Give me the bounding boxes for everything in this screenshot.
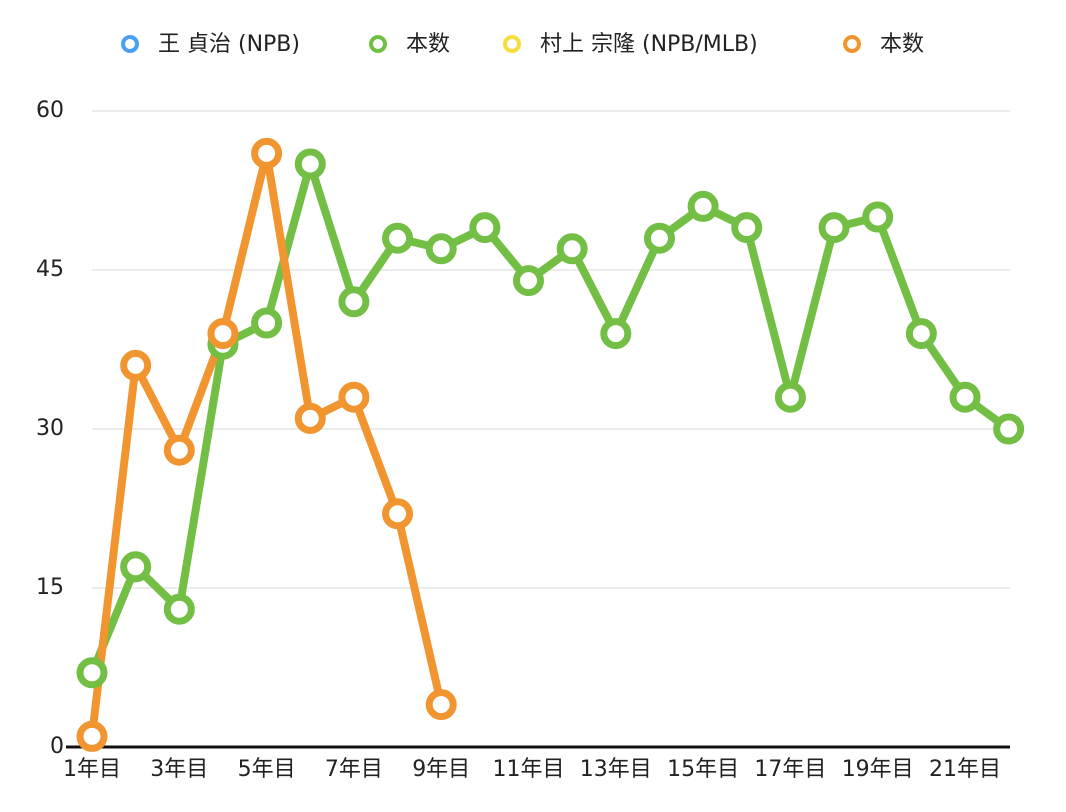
data-point xyxy=(251,137,283,169)
legend-marker xyxy=(369,35,387,53)
y-tick-label: 60 xyxy=(36,98,64,123)
legend-label: 王 貞治 (NPB) xyxy=(158,32,300,57)
data-point xyxy=(643,222,675,254)
data-point xyxy=(382,222,414,254)
data-point xyxy=(338,286,370,318)
legend-marker xyxy=(843,35,861,53)
data-point xyxy=(294,402,326,434)
data-point xyxy=(993,413,1025,445)
x-tick-label: 1年目 xyxy=(63,757,121,782)
data-point xyxy=(163,593,195,625)
x-tick-label: 9年目 xyxy=(412,757,470,782)
data-point xyxy=(382,498,414,530)
data-point xyxy=(425,233,457,265)
data-point xyxy=(120,551,152,583)
data-point xyxy=(338,381,370,413)
data-point xyxy=(556,233,588,265)
data-point xyxy=(731,212,763,244)
y-tick-label: 45 xyxy=(36,257,64,282)
data-point xyxy=(949,381,981,413)
data-point xyxy=(905,318,937,350)
x-tick-label: 13年目 xyxy=(580,757,652,782)
data-point xyxy=(294,148,326,180)
data-point xyxy=(774,381,806,413)
x-tick-label: 3年目 xyxy=(150,757,208,782)
x-tick-label: 15年目 xyxy=(667,757,739,782)
legend-label: 本数 xyxy=(406,32,450,57)
data-point xyxy=(163,434,195,466)
legend-label: 本数 xyxy=(880,32,924,57)
data-point xyxy=(251,307,283,339)
y-tick-label: 0 xyxy=(50,734,64,759)
x-tick-label: 5年目 xyxy=(238,757,296,782)
data-point xyxy=(862,201,894,233)
x-tick-label: 21年目 xyxy=(929,757,1001,782)
data-point xyxy=(687,190,719,222)
y-tick-label: 30 xyxy=(36,416,64,441)
data-point xyxy=(600,318,632,350)
legend-marker xyxy=(503,35,521,53)
data-point xyxy=(207,318,239,350)
x-tick-label: 11年目 xyxy=(493,757,565,782)
data-point xyxy=(76,720,108,752)
x-tick-label: 17年目 xyxy=(754,757,826,782)
legend-marker xyxy=(121,35,139,53)
data-point xyxy=(818,212,850,244)
x-tick-label: 7年目 xyxy=(325,757,383,782)
data-point xyxy=(120,349,152,381)
x-tick-label: 19年目 xyxy=(842,757,914,782)
data-point xyxy=(76,657,108,689)
data-point xyxy=(513,265,544,297)
legend-label: 村上 宗隆 (NPB/MLB) xyxy=(540,32,758,57)
data-point xyxy=(469,212,501,244)
y-tick-label: 15 xyxy=(36,575,64,600)
data-point xyxy=(425,689,457,721)
series-line xyxy=(88,160,1013,677)
